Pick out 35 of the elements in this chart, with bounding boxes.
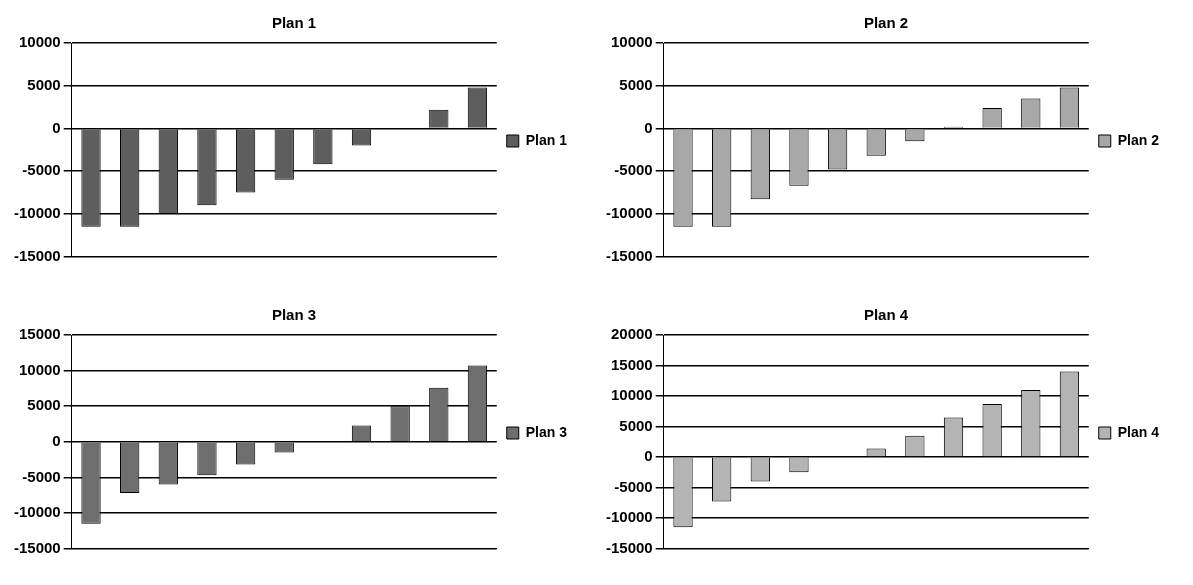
y-tick-label: -5000 <box>22 161 61 179</box>
legend-label: Plan 1 <box>525 131 568 148</box>
chart-title: Plan 3 <box>271 306 317 324</box>
y-tick-label: -10000 <box>605 204 653 222</box>
y-tick-label: -5000 <box>614 477 653 495</box>
y-tick-label: -15000 <box>605 246 653 264</box>
y-tick-label: 10000 <box>18 360 61 378</box>
y-tick-label: 10000 <box>610 33 653 51</box>
legend-label: Plan 4 <box>1117 423 1160 440</box>
y-tick-label: -10000 <box>605 508 653 526</box>
y-tick-label: 0 <box>52 118 61 136</box>
y-tick-label: 5000 <box>619 416 653 434</box>
chart-title: Plan 2 <box>863 14 909 32</box>
y-tick-label: 0 <box>644 447 653 465</box>
y-tick-label: -15000 <box>13 246 61 264</box>
y-tick-label: 5000 <box>27 396 61 414</box>
y-tick-label: -10000 <box>13 503 61 521</box>
y-tick-label: -15000 <box>605 538 653 556</box>
y-tick-label: 5000 <box>619 75 653 93</box>
y-tick-label: 0 <box>52 431 61 449</box>
y-tick-label: 20000 <box>610 325 653 343</box>
y-tick-label: -5000 <box>614 161 653 179</box>
y-tick-label: 15000 <box>610 355 653 373</box>
y-tick-label: 15000 <box>18 325 61 343</box>
y-tick-label: 5000 <box>27 75 61 93</box>
y-tick-label: -5000 <box>22 467 61 485</box>
y-tick-label: 0 <box>644 118 653 136</box>
legend-label: Plan 3 <box>525 423 568 440</box>
chart-title: Plan 4 <box>863 306 909 324</box>
y-tick-label: 10000 <box>18 33 61 51</box>
legend-label: Plan 2 <box>1117 131 1160 148</box>
chart-title: Plan 1 <box>271 14 317 32</box>
y-tick-label: -15000 <box>13 538 61 556</box>
y-tick-label: 10000 <box>610 386 653 404</box>
y-tick-label: -10000 <box>13 204 61 222</box>
